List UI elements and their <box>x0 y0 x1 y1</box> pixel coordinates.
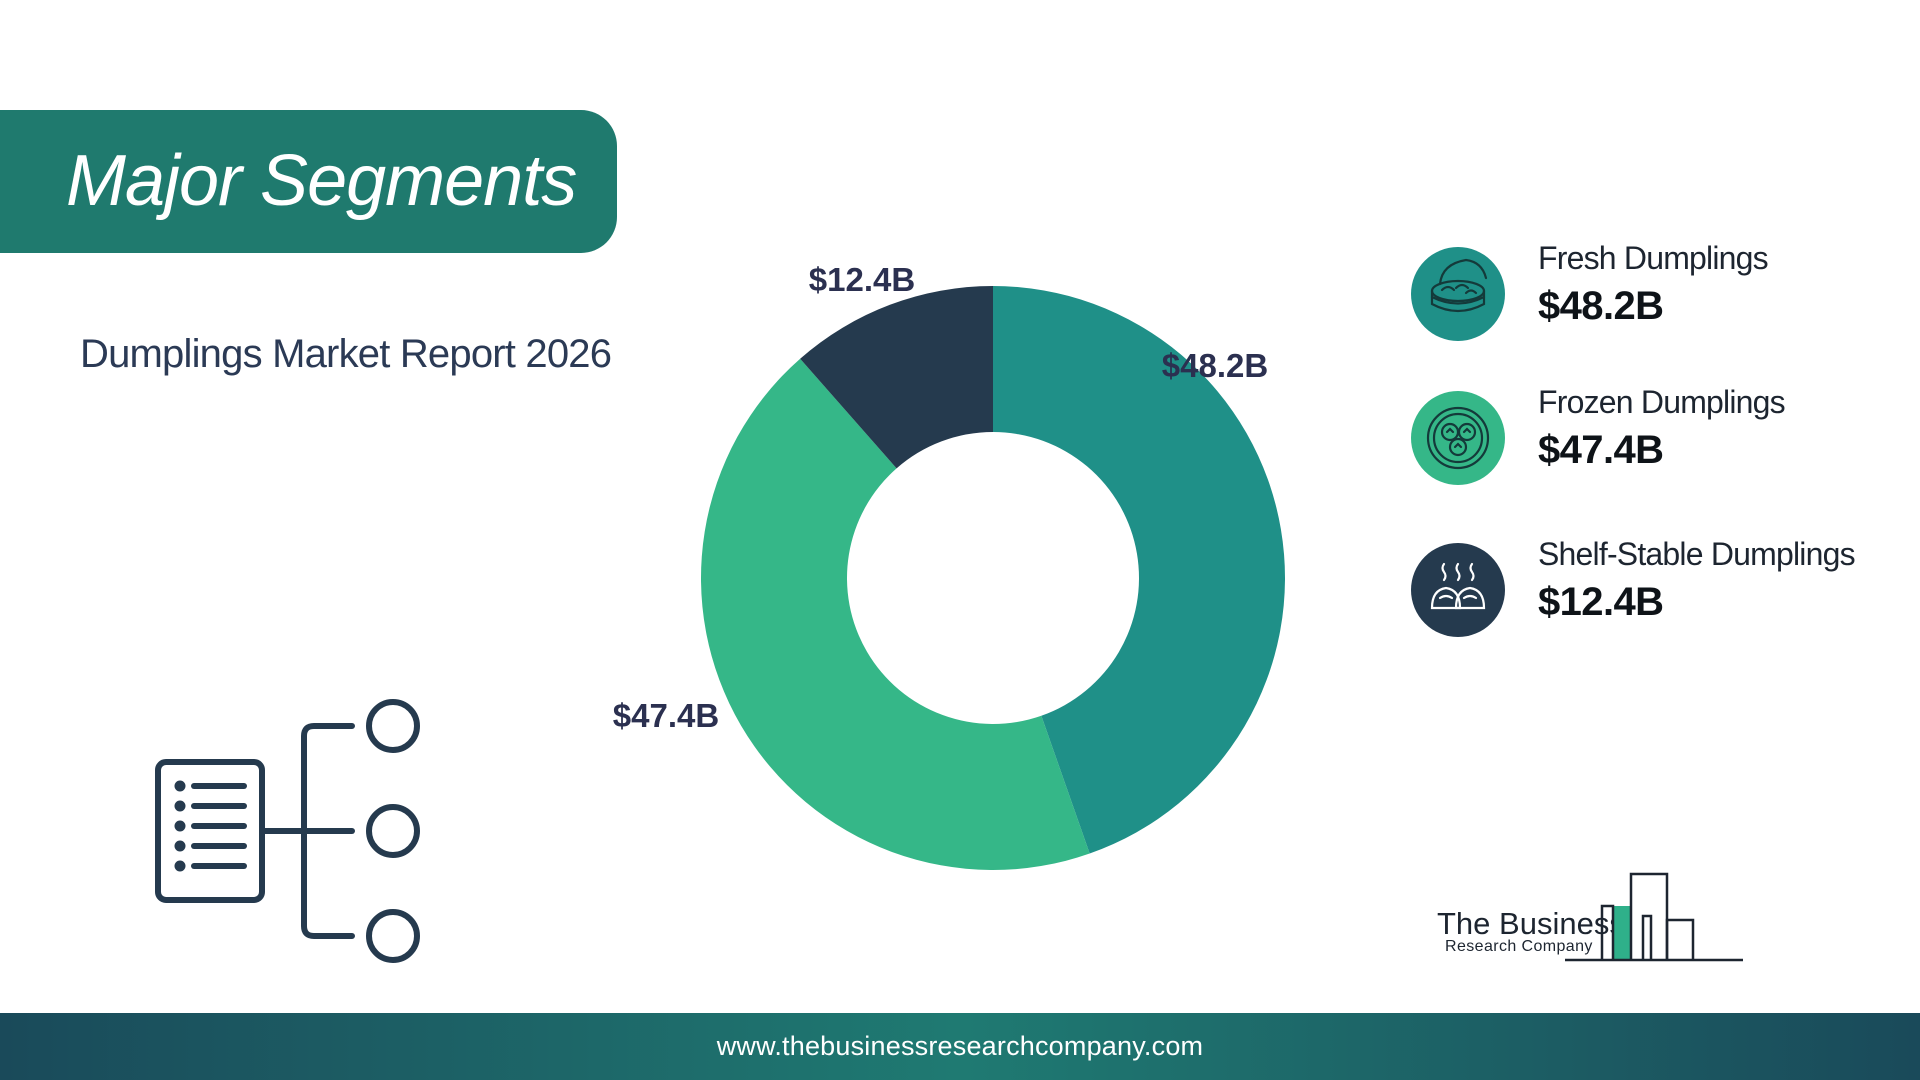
donut-slices <box>701 286 1285 870</box>
report-title: Dumplings Market Report 2026 <box>80 332 612 376</box>
steaming-dumplings-icon <box>1411 543 1505 637</box>
slice-frozen <box>701 358 1090 870</box>
footer-bar: www.thebusinessresearchcompany.com <box>0 1013 1920 1080</box>
legend-value-fresh: $48.2B <box>1538 284 1664 328</box>
data-label-shelf-stable: $12.4B <box>809 261 915 298</box>
company-logo: The Business Research Company <box>1430 868 1750 968</box>
header-tab: Major Segments <box>0 110 617 253</box>
logo-bars-icon <box>1565 872 1743 962</box>
legend-name-fresh: Fresh Dumplings <box>1538 240 1769 276</box>
legend-name-frozen: Frozen Dumplings <box>1538 384 1786 420</box>
data-label-frozen: $47.4B <box>613 697 719 734</box>
logo-sub: Research Company <box>1445 938 1593 955</box>
dumpling-bowl-icon <box>1411 391 1505 485</box>
footer-url[interactable]: www.thebusinessresearchcompany.com <box>716 1031 1204 1061</box>
steamer-basket-icon <box>1411 247 1505 341</box>
legend-name-shelf-stable: Shelf-Stable Dumplings <box>1538 536 1856 572</box>
segments-tree-icon <box>155 699 420 963</box>
data-label-fresh: $48.2B <box>1162 347 1268 384</box>
slice-fresh <box>993 286 1285 854</box>
legend-value-shelf-stable: $12.4B <box>1538 580 1664 624</box>
legend-item-frozen: Frozen Dumplings $47.4B <box>1410 384 1880 485</box>
page-title: Major Segments <box>66 141 577 221</box>
legend-item-fresh: Fresh Dumplings $48.2B <box>1410 240 1880 341</box>
logo-name: The Business <box>1437 906 1625 941</box>
legend-item-shelf-stable: Shelf-Stable Dumplings $12.4B <box>1410 536 1880 637</box>
legend-value-frozen: $47.4B <box>1538 428 1664 472</box>
slice-shelf-stable <box>800 286 993 469</box>
donut-chart: $48.2B $47.4B $12.4B <box>613 261 1285 870</box>
